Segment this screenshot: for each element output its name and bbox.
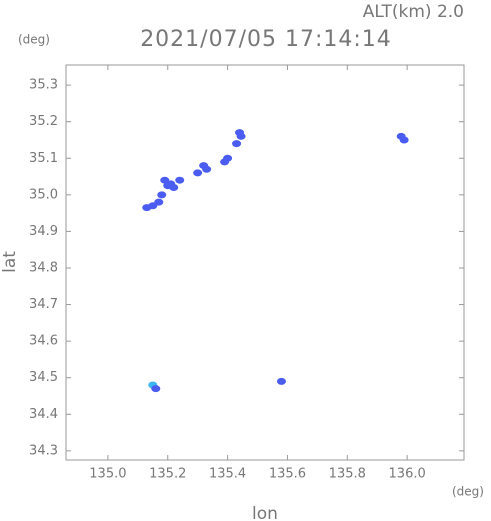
y-tick-label: 35.0	[29, 187, 58, 202]
y-axis-label: lat	[0, 251, 20, 273]
y-tick-label: 34.7	[29, 297, 58, 312]
x-tick-label: 135.4	[209, 467, 246, 482]
echo-point	[142, 204, 152, 212]
echo-point	[236, 132, 246, 140]
chart-title: 2021/07/05 17:14:14	[140, 27, 392, 52]
echo-point	[276, 377, 286, 385]
y-unit: (deg)	[18, 33, 50, 47]
echo-point	[151, 385, 161, 393]
y-tick-label: 35.1	[29, 151, 58, 166]
y-tick-label: 34.9	[29, 224, 58, 239]
x-tick-label: 136.0	[389, 467, 426, 482]
echo-point	[193, 169, 203, 177]
echo-point	[220, 158, 230, 166]
x-unit: (deg)	[452, 485, 484, 499]
y-tick-label: 34.6	[29, 334, 58, 349]
x-tick-label: 135.2	[149, 467, 186, 482]
subtitle: ALT(km) 2.0	[363, 2, 464, 22]
echo-point	[232, 140, 242, 148]
echo-point	[175, 176, 185, 184]
y-tick-label: 34.3	[29, 443, 58, 458]
echo-point	[157, 191, 167, 199]
echo-point	[202, 165, 212, 173]
x-tick-label: 135.6	[269, 467, 306, 482]
y-tick-label: 35.2	[29, 114, 58, 129]
x-axis-label: lon	[252, 504, 278, 521]
y-tick-label: 35.3	[29, 78, 58, 93]
y-tick-label: 34.5	[29, 370, 58, 385]
y-tick-label: 34.8	[29, 260, 58, 275]
echo-point	[399, 136, 409, 144]
y-tick-label: 34.4	[29, 407, 58, 422]
echo-point	[163, 182, 173, 190]
x-tick-label: 135.8	[329, 467, 366, 482]
echo-point	[154, 198, 164, 206]
plot-frame	[65, 64, 465, 461]
x-tick-label: 135.0	[89, 467, 126, 482]
